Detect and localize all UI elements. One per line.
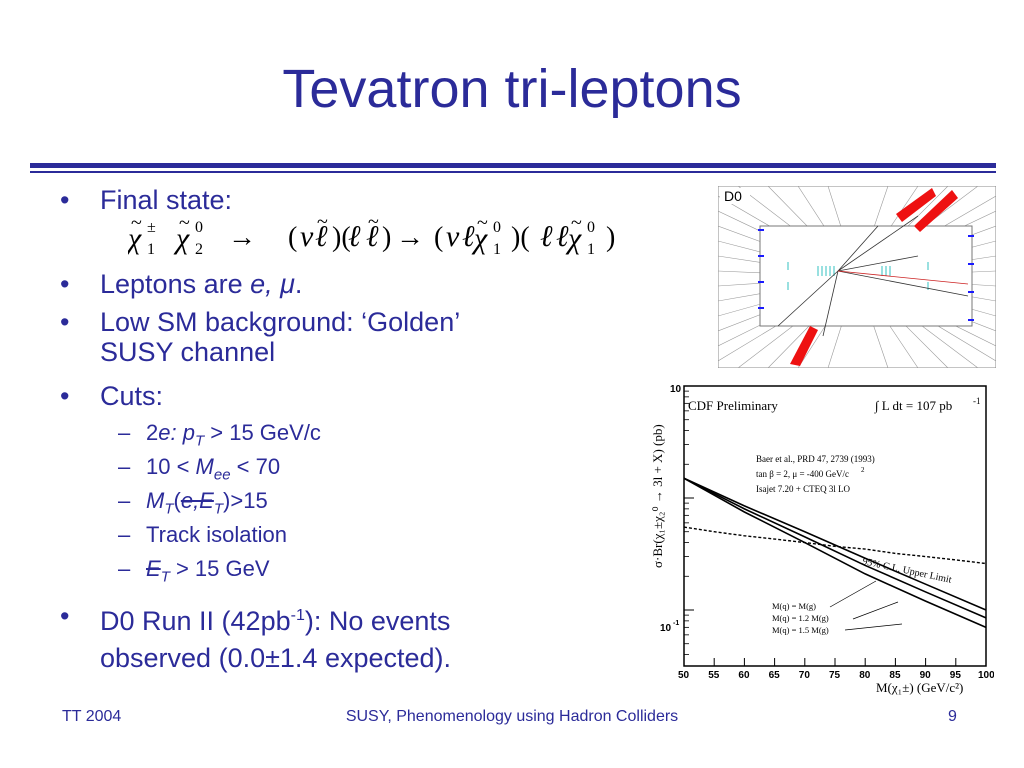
cdf-cross-section-plot: 10 10 -1 50 55 60 65 70 75 80 85 90 95 100 CDF Pre…	[640, 376, 994, 698]
svg-text:1: 1	[147, 241, 155, 258]
plot-header: CDF Preliminary	[688, 398, 778, 413]
svg-text:): )	[606, 222, 615, 253]
bullet-dot: •	[60, 381, 70, 411]
svg-text:χ: χ	[565, 222, 582, 255]
y-tick-label: 10	[660, 623, 672, 634]
plot-ref: tan β = 2, μ = -400 GeV/c	[756, 469, 849, 479]
svg-text:(: (	[434, 222, 443, 253]
svg-text:0: 0	[587, 219, 595, 236]
x-tick-label: 100	[978, 670, 994, 681]
svg-text:~: ~	[179, 216, 190, 234]
chi2-symbol: χ	[173, 222, 190, 255]
svg-text:ℓ: ℓ	[556, 220, 569, 253]
footer-left: TT 2004	[62, 708, 122, 725]
series-line	[683, 477, 987, 619]
d0-event-display: D0	[718, 186, 996, 368]
y-tick-label: 10	[670, 384, 682, 395]
svg-text:M(q) = 1.5 M(g): M(q) = 1.5 M(g)	[772, 625, 829, 635]
x-tick-label: 90	[920, 670, 932, 681]
svg-text:~: ~	[131, 216, 142, 234]
svg-text:(: (	[288, 222, 297, 253]
series-line	[683, 477, 987, 629]
bullet-dot: •	[60, 185, 70, 215]
bullet-dot: •	[60, 269, 70, 299]
svg-text:M(q) = M(g): M(q) = M(g)	[772, 601, 816, 611]
slide-title: Tevatron tri-leptons	[282, 59, 742, 119]
cut-item: – Track isolation	[118, 522, 288, 547]
footer-center: SUSY, Phenomenology using Hadron Collide…	[345, 708, 679, 725]
svg-text:1: 1	[587, 241, 595, 258]
svg-text:ℓ: ℓ	[462, 220, 475, 253]
svg-text:): )	[382, 222, 391, 253]
x-tick-label: 85	[889, 670, 901, 681]
svg-text:ℓ: ℓ	[348, 220, 361, 253]
svg-text:M(q) = 1.2 M(g): M(q) = 1.2 M(g)	[772, 613, 829, 623]
nu-symbol: ν	[300, 220, 314, 253]
series-line	[683, 477, 987, 611]
svg-text:ν: ν	[446, 220, 460, 253]
x-tick-label: 50	[678, 670, 690, 681]
event-display-label: D0	[724, 188, 742, 204]
plot-ref: Isajet 7.20 + CTEQ 3l LO	[756, 484, 851, 494]
x-tick-label: 60	[738, 670, 750, 681]
plot-ref: Baer et al., PRD 47, 2739 (1993)	[756, 454, 875, 464]
title-rule-thick	[30, 163, 996, 168]
plot-legend: M(q) = M(g) M(q) = 1.2 M(g) M(q) = 1.5 M…	[772, 601, 829, 635]
y-tick-label: -1	[673, 620, 679, 627]
em-cluster	[790, 326, 818, 366]
bullet-dot: •	[60, 601, 70, 631]
tracks	[777, 215, 969, 337]
svg-text:2: 2	[861, 466, 865, 474]
svg-text:2: 2	[195, 241, 203, 258]
silicon-hits	[787, 262, 929, 290]
svg-text:~: ~	[317, 216, 328, 233]
y-axis-label: σ·Br(χ₁±χ₂⁰ → 3l + X) (pb)	[650, 424, 665, 568]
ell-symbol: ℓ	[315, 220, 328, 253]
x-tick-label: 70	[799, 670, 811, 681]
cut-item: – ET > 15 GeV	[118, 556, 270, 586]
svg-text:-1: -1	[973, 396, 981, 406]
svg-text:1: 1	[493, 241, 501, 258]
arrow-2: →	[396, 222, 424, 253]
bullet-dot: •	[60, 307, 70, 337]
em-cluster	[914, 190, 958, 232]
cut-item: – 10 < Mee < 70	[118, 454, 281, 484]
chi1-symbol: χ	[128, 222, 142, 255]
svg-text:0: 0	[195, 219, 203, 236]
x-tick-label: 80	[859, 670, 871, 681]
x-tick-label: 55	[708, 670, 720, 681]
svg-text:~: ~	[368, 216, 379, 233]
x-tick-label: 95	[950, 670, 962, 681]
em-cluster	[896, 188, 936, 222]
decay-chain-formula: χ ~ χ ~ ν ℓ ~ ℓ ℓ ~ ν ℓ χ ~ ℓ ℓ χ ~ 1 ± …	[128, 216, 615, 258]
svg-text:ℓ: ℓ	[540, 220, 553, 253]
cut-item: – 2e: pT > 15 GeV/c	[118, 420, 321, 450]
svg-text:ℓ: ℓ	[366, 220, 379, 253]
svg-text:~: ~	[477, 216, 488, 234]
svg-text:~: ~	[571, 216, 582, 234]
tick-marks	[683, 385, 987, 666]
page-number: 9	[948, 708, 957, 725]
cut-item: – MT(e,ET)>15	[118, 488, 268, 518]
svg-text:χ: χ	[471, 222, 488, 255]
svg-text:)(: )(	[332, 222, 351, 253]
plot-lumi: ∫ L dt = 107 pb	[874, 398, 952, 414]
series-line	[683, 526, 987, 565]
plot-curves	[683, 477, 987, 629]
arrow-1: →	[228, 222, 256, 253]
title-rule-thin	[30, 171, 996, 173]
svg-text:0: 0	[493, 219, 501, 236]
x-tick-label: 75	[829, 670, 841, 681]
svg-text:±: ±	[147, 219, 156, 236]
x-axis-label: M(χ₁±) (GeV/c²)	[876, 680, 963, 695]
svg-text:)(: )(	[511, 222, 530, 253]
x-tick-label: 65	[769, 670, 781, 681]
muon-hits	[758, 229, 974, 321]
